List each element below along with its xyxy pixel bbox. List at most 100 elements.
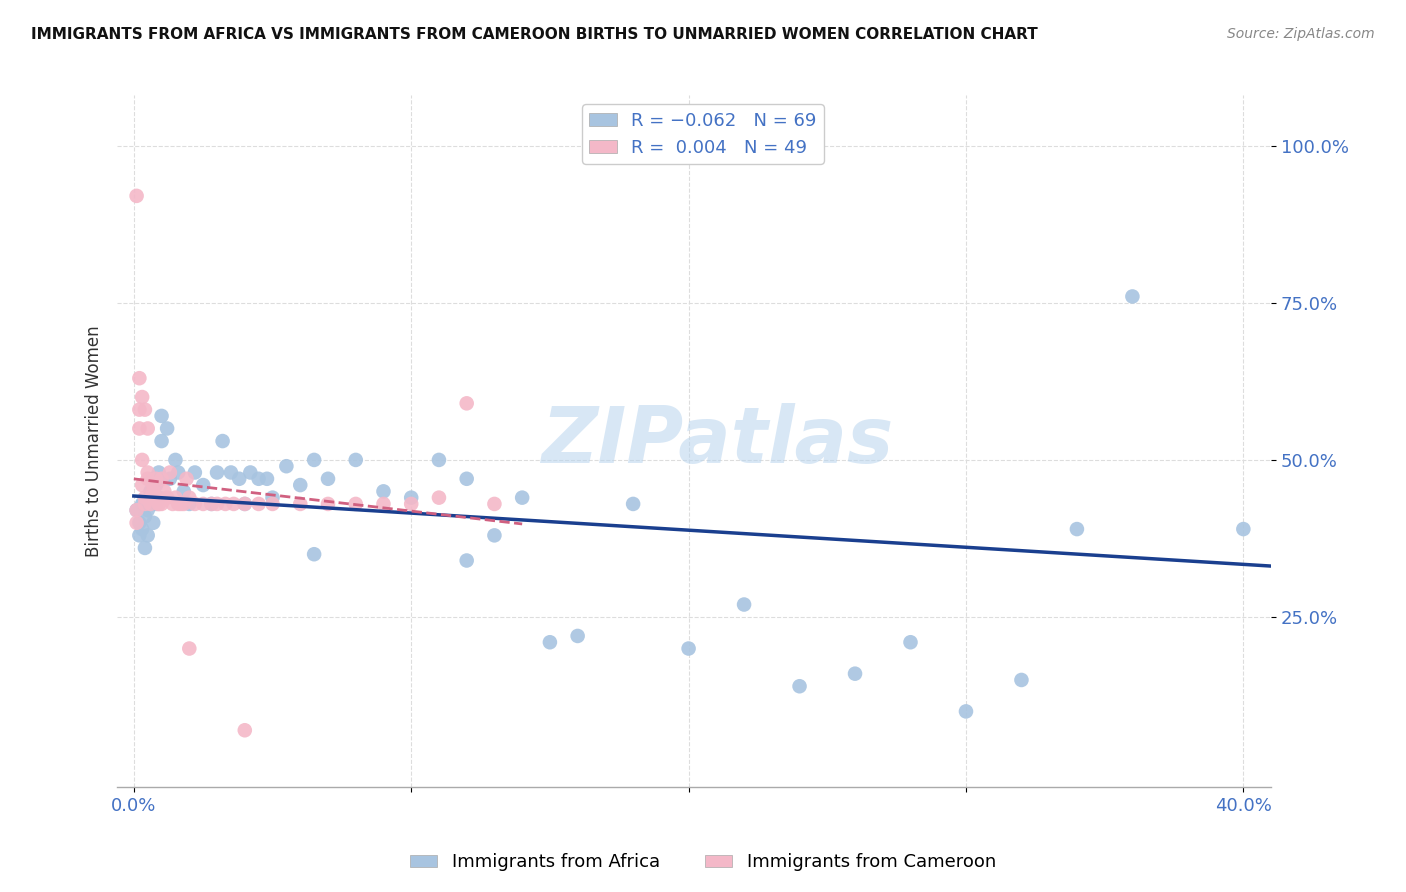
Point — [136, 421, 159, 435]
Point — [131, 390, 153, 404]
Point — [222, 497, 245, 511]
Point — [678, 641, 700, 656]
Point — [510, 491, 533, 505]
Point — [131, 453, 153, 467]
Point — [139, 497, 162, 511]
Point — [205, 466, 228, 480]
Point — [789, 679, 811, 693]
Point — [134, 541, 156, 555]
Point — [173, 497, 195, 511]
Point — [205, 497, 228, 511]
Text: ZIPatlas: ZIPatlas — [541, 403, 893, 479]
Point — [239, 466, 262, 480]
Point — [142, 478, 165, 492]
Point — [128, 421, 150, 435]
Point — [150, 497, 173, 511]
Point — [131, 497, 153, 511]
Point — [1288, 497, 1310, 511]
Point — [150, 434, 173, 448]
Point — [567, 629, 589, 643]
Point — [134, 491, 156, 505]
Point — [316, 472, 339, 486]
Point — [233, 497, 256, 511]
Point — [128, 528, 150, 542]
Point — [193, 478, 215, 492]
Point — [162, 497, 184, 511]
Point — [184, 466, 207, 480]
Point — [145, 491, 167, 505]
Point — [256, 472, 278, 486]
Point — [233, 723, 256, 738]
Point — [344, 497, 367, 511]
Point — [538, 635, 561, 649]
Text: IMMIGRANTS FROM AFRICA VS IMMIGRANTS FROM CAMEROON BIRTHS TO UNMARRIED WOMEN COR: IMMIGRANTS FROM AFRICA VS IMMIGRANTS FRO… — [31, 27, 1038, 42]
Point — [399, 491, 422, 505]
Point — [184, 497, 207, 511]
Point — [373, 497, 395, 511]
Point — [167, 466, 190, 480]
Point — [179, 641, 201, 656]
Point — [165, 491, 187, 505]
Point — [373, 484, 395, 499]
Point — [142, 472, 165, 486]
Point — [153, 484, 176, 499]
Point — [302, 453, 325, 467]
Point — [142, 516, 165, 530]
Point — [170, 497, 193, 511]
Point — [1066, 522, 1088, 536]
Point — [134, 402, 156, 417]
Point — [125, 516, 148, 530]
Point — [125, 503, 148, 517]
Point — [148, 491, 170, 505]
Point — [262, 491, 284, 505]
Point — [262, 497, 284, 511]
Point — [200, 497, 222, 511]
Point — [131, 478, 153, 492]
Point — [228, 472, 250, 486]
Point — [1232, 522, 1254, 536]
Point — [179, 491, 201, 505]
Point — [136, 472, 159, 486]
Point — [1343, 685, 1365, 699]
Point — [148, 497, 170, 511]
Point — [134, 497, 156, 511]
Point — [128, 371, 150, 385]
Point — [125, 503, 148, 517]
Point — [165, 453, 187, 467]
Point — [955, 705, 977, 719]
Point — [145, 497, 167, 511]
Point — [134, 509, 156, 524]
Point — [219, 466, 242, 480]
Point — [150, 472, 173, 486]
Point — [139, 491, 162, 505]
Point — [150, 409, 173, 423]
Point — [145, 478, 167, 492]
Point — [484, 528, 506, 542]
Point — [247, 472, 270, 486]
Point — [125, 189, 148, 203]
Point — [733, 598, 755, 612]
Point — [456, 472, 478, 486]
Point — [427, 491, 450, 505]
Point — [1121, 289, 1143, 303]
Point — [211, 434, 233, 448]
Point — [128, 402, 150, 417]
Point — [159, 466, 181, 480]
Point — [136, 503, 159, 517]
Y-axis label: Births to Unmarried Women: Births to Unmarried Women — [86, 326, 103, 557]
Point — [290, 478, 312, 492]
Point — [316, 497, 339, 511]
Point — [179, 497, 201, 511]
Text: Source: ZipAtlas.com: Source: ZipAtlas.com — [1227, 27, 1375, 41]
Point — [621, 497, 644, 511]
Point — [1010, 673, 1032, 687]
Point — [214, 497, 236, 511]
Point — [139, 484, 162, 499]
Point — [142, 484, 165, 499]
Point — [276, 459, 298, 474]
Point — [136, 466, 159, 480]
Point — [344, 453, 367, 467]
Point — [900, 635, 922, 649]
Point — [456, 553, 478, 567]
Point — [148, 497, 170, 511]
